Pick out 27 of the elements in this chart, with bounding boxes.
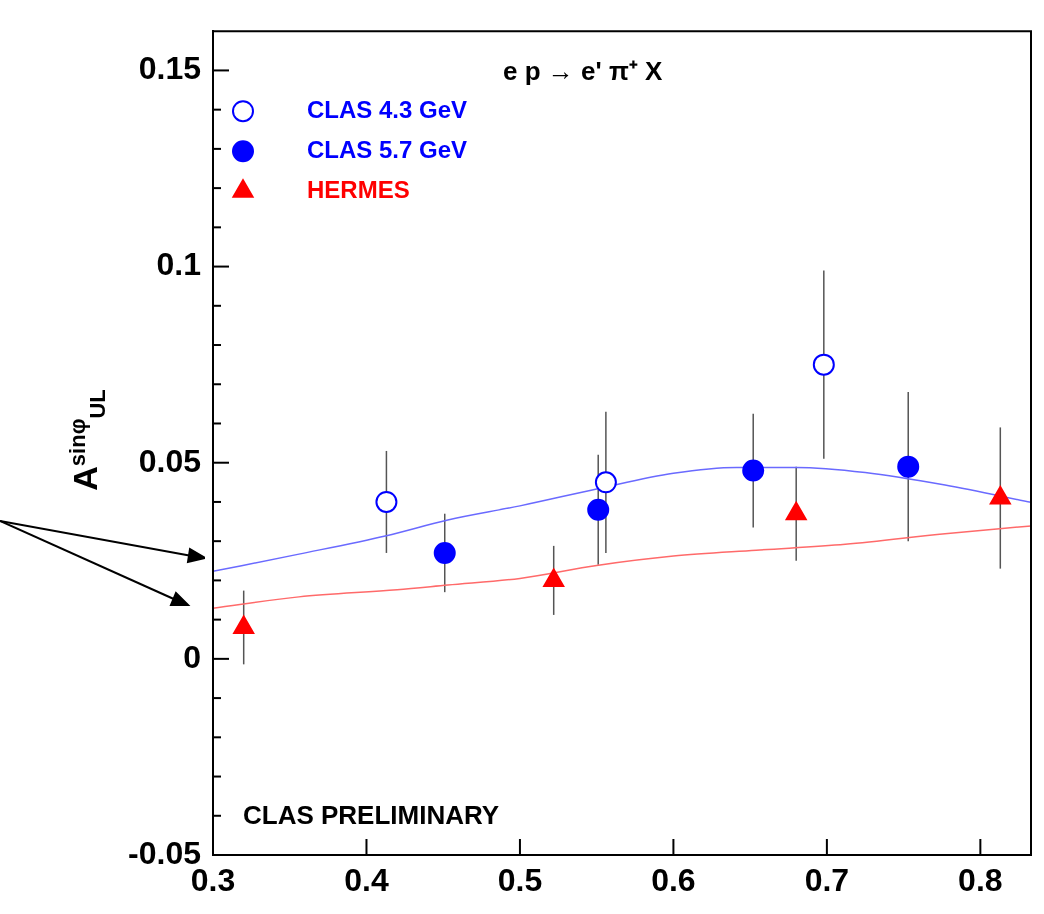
point bbox=[233, 615, 255, 634]
line-series bbox=[213, 525, 1031, 609]
legend-label: HERMES bbox=[307, 175, 410, 203]
point bbox=[594, 471, 617, 494]
annotation: e p → e' π⁺ X bbox=[503, 56, 664, 87]
x-tick-label: 0.5 bbox=[497, 862, 543, 899]
x-tick-label: 0.8 bbox=[958, 862, 1003, 899]
line-series bbox=[213, 466, 1031, 573]
point bbox=[543, 568, 565, 587]
point bbox=[785, 501, 807, 521]
legend-label: CLAS 5.7 GeV bbox=[307, 135, 468, 163]
y-tick-label: 0.1 bbox=[156, 246, 201, 283]
x-tick-label: 0.7 bbox=[804, 862, 850, 899]
point bbox=[897, 455, 920, 478]
point bbox=[989, 486, 1011, 505]
y-tick-label: 0.05 bbox=[138, 442, 201, 479]
point bbox=[742, 459, 765, 482]
point bbox=[587, 498, 610, 521]
annotation: CLAS PRELIMINARY bbox=[243, 800, 500, 831]
x-tick-label: 0.6 bbox=[651, 862, 696, 899]
point bbox=[433, 541, 456, 564]
y-tick-label: 0 bbox=[183, 638, 201, 675]
y-tick-label: 0.15 bbox=[138, 50, 201, 87]
point bbox=[375, 490, 398, 513]
point bbox=[812, 353, 835, 376]
x-tick-label: 0.4 bbox=[344, 862, 389, 899]
legend-label: CLAS 4.3 GeV bbox=[307, 95, 468, 123]
